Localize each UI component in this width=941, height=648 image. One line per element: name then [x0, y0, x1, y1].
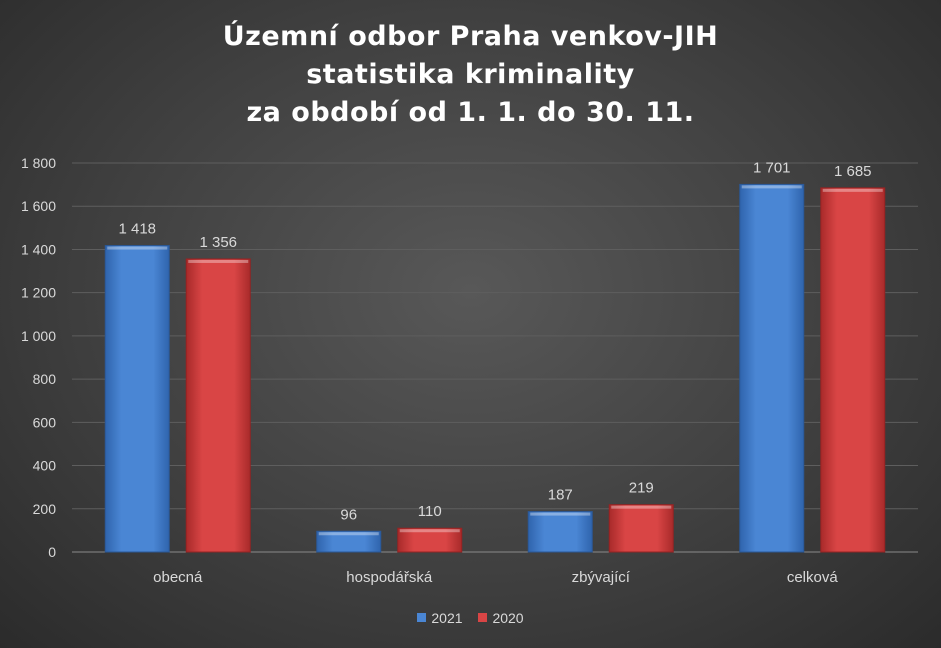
y-tick-label: 200	[33, 501, 57, 517]
bar-2021-3	[739, 183, 805, 553]
bar-highlight	[822, 188, 883, 192]
data-label: 1 418	[118, 221, 156, 238]
y-tick-label: 0	[48, 544, 56, 560]
legend: 2021 2020	[0, 609, 941, 626]
bar-2020-2	[608, 504, 674, 553]
chart-title-line-3: za období od 1. 1. do 30. 11.	[246, 97, 695, 128]
bar-2020-3	[820, 187, 886, 553]
bar-2021-2	[527, 511, 593, 553]
bar-highlight	[530, 512, 591, 516]
y-tick-label: 1 400	[21, 241, 56, 257]
data-label: 1 685	[834, 163, 872, 180]
y-tick-label: 800	[33, 371, 57, 387]
data-label: 187	[548, 487, 573, 504]
data-label: 110	[418, 503, 442, 520]
legend-item-2021: 2021	[417, 609, 463, 626]
bar-2020-0	[185, 258, 251, 553]
bar-highlight	[107, 246, 168, 250]
bar-highlight	[741, 185, 802, 189]
legend-item-2020: 2020	[478, 609, 524, 626]
chart-title-line-2: statistika kriminality	[306, 59, 635, 90]
data-label: 219	[629, 480, 654, 497]
chart-title: Územní odbor Praha venkov-JIH statistika…	[0, 18, 941, 132]
legend-label-2020: 2020	[492, 609, 524, 626]
chart-title-line-1: Územní odbor Praha venkov-JIH	[222, 21, 719, 52]
data-label: 1 701	[753, 159, 791, 176]
x-tick-label: obecná	[153, 569, 203, 586]
bar-2020-1	[397, 527, 463, 553]
y-tick-label: 1 000	[21, 328, 56, 344]
bar-highlight	[318, 532, 379, 536]
legend-label-2021: 2021	[431, 609, 463, 626]
y-tick-label: 600	[33, 414, 57, 430]
y-tick-label: 1 200	[21, 285, 56, 301]
bar-highlight	[188, 259, 249, 263]
x-tick-label: hospodářská	[346, 569, 433, 586]
bar-2021-0	[104, 245, 170, 553]
bar-highlight	[611, 505, 672, 509]
bar-highlight	[399, 529, 460, 533]
x-tick-label: zbývající	[572, 569, 631, 586]
bar-2021-1	[316, 530, 382, 553]
data-label: 96	[340, 506, 357, 523]
legend-swatch-2020	[478, 613, 488, 622]
data-label: 1 356	[199, 234, 237, 251]
y-tick-label: 1 600	[21, 198, 56, 214]
x-tick-label: celková	[787, 569, 839, 586]
y-tick-label: 1 800	[21, 155, 56, 171]
legend-swatch-2021	[417, 613, 427, 622]
y-tick-label: 400	[33, 458, 57, 474]
